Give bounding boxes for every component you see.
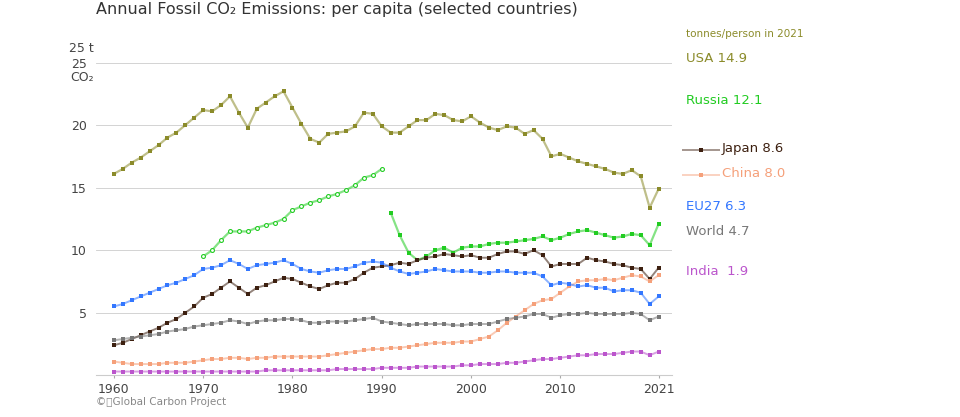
Text: tonnes/person in 2021: tonnes/person in 2021	[686, 29, 804, 39]
Text: Japan 8.6: Japan 8.6	[722, 141, 784, 155]
Text: India  1.9: India 1.9	[686, 265, 749, 278]
Text: EU27 6.3: EU27 6.3	[686, 200, 747, 213]
Text: 25 t: 25 t	[69, 42, 94, 55]
Text: China 8.0: China 8.0	[722, 166, 785, 180]
Text: Annual Fossil CO₂ Emissions: per capita (selected countries): Annual Fossil CO₂ Emissions: per capita …	[96, 2, 578, 17]
Text: USA 14.9: USA 14.9	[686, 52, 748, 65]
Text: ©ⓘGlobal Carbon Project: ©ⓘGlobal Carbon Project	[96, 397, 227, 407]
Text: World 4.7: World 4.7	[686, 225, 750, 238]
Text: CO₂: CO₂	[70, 71, 94, 84]
Text: Russia 12.1: Russia 12.1	[686, 94, 763, 107]
